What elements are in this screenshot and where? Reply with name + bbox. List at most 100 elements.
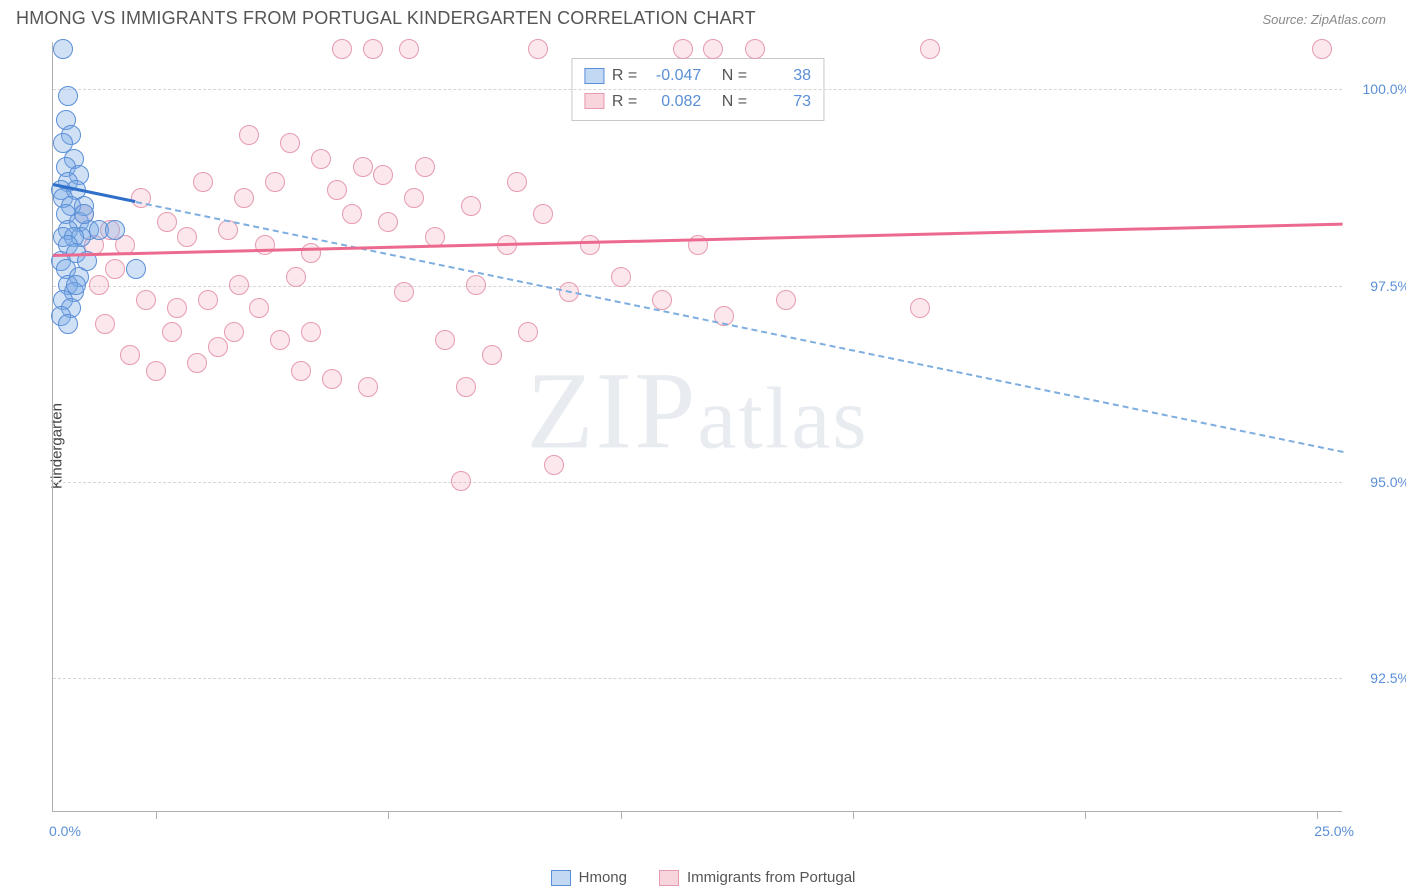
scatter-point-portugal bbox=[920, 39, 940, 59]
scatter-point-portugal bbox=[404, 188, 424, 208]
scatter-point-portugal bbox=[327, 180, 347, 200]
legend-label: Hmong bbox=[579, 869, 627, 886]
scatter-point-portugal bbox=[322, 369, 342, 389]
y-tick-label: 100.0% bbox=[1363, 81, 1406, 97]
scatter-point-portugal bbox=[177, 227, 197, 247]
scatter-point-portugal bbox=[342, 204, 362, 224]
scatter-point-portugal bbox=[193, 172, 213, 192]
r-label: R = bbox=[612, 63, 637, 89]
scatter-point-portugal bbox=[301, 243, 321, 263]
scatter-point-portugal bbox=[580, 235, 600, 255]
watermark: ZIPatlas bbox=[526, 348, 868, 475]
y-tick-label: 92.5% bbox=[1370, 670, 1406, 686]
n-value-pink: 73 bbox=[755, 89, 811, 115]
scatter-point-hmong bbox=[126, 259, 146, 279]
scatter-point-portugal bbox=[544, 455, 564, 475]
scatter-point-portugal bbox=[482, 345, 502, 365]
scatter-point-portugal bbox=[776, 290, 796, 310]
scatter-point-hmong bbox=[58, 314, 78, 334]
swatch-pink-icon bbox=[659, 870, 679, 886]
scatter-point-portugal bbox=[466, 275, 486, 295]
scatter-point-portugal bbox=[229, 275, 249, 295]
scatter-point-portugal bbox=[167, 298, 187, 318]
scatter-point-portugal bbox=[518, 322, 538, 342]
n-label: N = bbox=[722, 63, 747, 89]
scatter-point-portugal bbox=[673, 39, 693, 59]
legend-label: Immigrants from Portugal bbox=[687, 869, 855, 886]
x-tick bbox=[853, 811, 854, 819]
n-label: N = bbox=[722, 89, 747, 115]
scatter-point-hmong bbox=[58, 86, 78, 106]
x-tick bbox=[1085, 811, 1086, 819]
scatter-point-portugal bbox=[95, 314, 115, 334]
scatter-point-portugal bbox=[89, 275, 109, 295]
scatter-point-portugal bbox=[234, 188, 254, 208]
scatter-point-portugal bbox=[652, 290, 672, 310]
scatter-point-portugal bbox=[146, 361, 166, 381]
swatch-blue-icon bbox=[551, 870, 571, 886]
x-tick bbox=[621, 811, 622, 819]
scatter-chart: ZIPatlas R = -0.047 N = 38 R = 0.082 N =… bbox=[52, 42, 1342, 812]
scatter-point-portugal bbox=[358, 377, 378, 397]
scatter-point-portugal bbox=[280, 133, 300, 153]
r-label: R = bbox=[612, 89, 637, 115]
scatter-point-hmong bbox=[74, 204, 94, 224]
gridline bbox=[53, 482, 1342, 483]
scatter-point-portugal bbox=[255, 235, 275, 255]
scatter-point-portugal bbox=[301, 322, 321, 342]
gridline bbox=[53, 678, 1342, 679]
scatter-point-portugal bbox=[703, 39, 723, 59]
scatter-point-portugal bbox=[224, 322, 244, 342]
scatter-point-portugal bbox=[353, 157, 373, 177]
scatter-point-portugal bbox=[461, 196, 481, 216]
x-axis-max-label: 25.0% bbox=[1314, 823, 1354, 839]
scatter-point-portugal bbox=[1312, 39, 1332, 59]
legend-item-portugal: Immigrants from Portugal bbox=[659, 869, 855, 886]
scatter-point-portugal bbox=[435, 330, 455, 350]
scatter-point-portugal bbox=[120, 345, 140, 365]
scatter-point-portugal bbox=[507, 172, 527, 192]
scatter-point-portugal bbox=[611, 267, 631, 287]
swatch-blue-icon bbox=[584, 68, 604, 84]
scatter-point-portugal bbox=[399, 39, 419, 59]
scatter-point-portugal bbox=[415, 157, 435, 177]
scatter-point-portugal bbox=[745, 39, 765, 59]
n-value-blue: 38 bbox=[755, 63, 811, 89]
scatter-point-hmong bbox=[66, 275, 86, 295]
scatter-point-portugal bbox=[239, 125, 259, 145]
scatter-point-portugal bbox=[187, 353, 207, 373]
scatter-point-portugal bbox=[265, 172, 285, 192]
scatter-point-portugal bbox=[910, 298, 930, 318]
scatter-point-portugal bbox=[456, 377, 476, 397]
scatter-point-hmong bbox=[53, 39, 73, 59]
legend-item-hmong: Hmong bbox=[551, 869, 627, 886]
correlation-row-hmong: R = -0.047 N = 38 bbox=[584, 63, 811, 89]
scatter-point-hmong bbox=[105, 220, 125, 240]
scatter-point-portugal bbox=[311, 149, 331, 169]
scatter-point-portugal bbox=[136, 290, 156, 310]
scatter-point-portugal bbox=[208, 337, 228, 357]
x-tick bbox=[156, 811, 157, 819]
scatter-point-portugal bbox=[286, 267, 306, 287]
gridline bbox=[53, 89, 1342, 90]
swatch-pink-icon bbox=[584, 93, 604, 109]
scatter-point-portugal bbox=[394, 282, 414, 302]
y-tick-label: 95.0% bbox=[1370, 474, 1406, 490]
scatter-point-portugal bbox=[363, 39, 383, 59]
chart-title: HMONG VS IMMIGRANTS FROM PORTUGAL KINDER… bbox=[16, 8, 756, 29]
source-attribution: Source: ZipAtlas.com bbox=[1262, 12, 1386, 27]
scatter-point-portugal bbox=[157, 212, 177, 232]
x-axis-min-label: 0.0% bbox=[49, 823, 81, 839]
scatter-point-portugal bbox=[270, 330, 290, 350]
scatter-point-portugal bbox=[198, 290, 218, 310]
scatter-point-portugal bbox=[378, 212, 398, 232]
scatter-point-portugal bbox=[162, 322, 182, 342]
r-value-blue: -0.047 bbox=[645, 63, 701, 89]
scatter-point-portugal bbox=[291, 361, 311, 381]
correlation-row-portugal: R = 0.082 N = 73 bbox=[584, 89, 811, 115]
scatter-point-portugal bbox=[105, 259, 125, 279]
x-tick bbox=[1317, 811, 1318, 819]
scatter-point-portugal bbox=[528, 39, 548, 59]
legend: Hmong Immigrants from Portugal bbox=[0, 869, 1406, 886]
scatter-point-portugal bbox=[373, 165, 393, 185]
